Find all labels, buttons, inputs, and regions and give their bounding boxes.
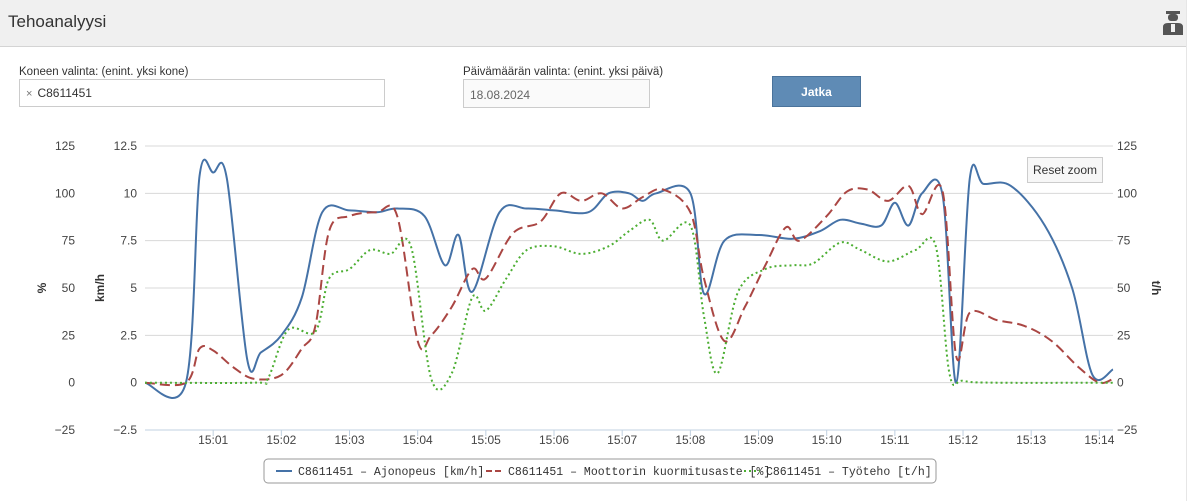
x-tick-label: 15:02: [266, 433, 296, 447]
legend-item-3: C8611451 – Työteho [t/h]: [766, 466, 932, 479]
y-axis-title-percent: %: [35, 282, 49, 293]
y-tick-speed: 10: [124, 186, 138, 200]
y-tick-percent: −25: [55, 423, 76, 437]
x-tick-label: 15:05: [471, 433, 501, 447]
y-tick-percent: 50: [62, 281, 76, 295]
x-tick-label: 15:13: [1016, 433, 1046, 447]
y-tick-power: 0: [1117, 376, 1124, 390]
x-tick-label: 15:07: [607, 433, 637, 447]
y-tick-power: 75: [1117, 234, 1131, 248]
continue-button[interactable]: Jatka: [772, 76, 861, 107]
x-tick-label: 15:14: [1084, 433, 1114, 447]
y-tick-speed: 7.5: [120, 234, 137, 248]
x-tick-label: 15:03: [334, 433, 364, 447]
x-tick-label: 15:11: [880, 433, 909, 447]
y-tick-percent: 125: [55, 139, 75, 153]
date-value: 18.08.2024: [470, 88, 531, 102]
reset-zoom-button[interactable]: Reset zoom: [1027, 157, 1103, 183]
y-tick-percent: 75: [62, 234, 76, 248]
x-tick-label: 15:04: [403, 433, 433, 447]
x-tick-label: 15:12: [948, 433, 978, 447]
x-tick-label: 15:01: [198, 433, 228, 447]
x-tick-label: 15:08: [675, 433, 705, 447]
y-axis-title-speed: km/h: [93, 274, 107, 302]
y-tick-power: 125: [1117, 139, 1137, 153]
series-line-1: [144, 158, 1114, 399]
y-tick-speed: 5: [130, 281, 137, 295]
machine-select[interactable]: × C8611451: [19, 79, 385, 107]
machine-tag: × C8611451: [26, 86, 92, 100]
y-tick-power: 100: [1117, 186, 1137, 200]
top-bar: Tehoanalyysi: [0, 0, 1200, 47]
y-tick-percent: 25: [62, 328, 76, 342]
remove-tag-icon[interactable]: ×: [26, 88, 33, 100]
y-tick-speed: 2.5: [120, 328, 137, 342]
x-tick-label: 15:09: [744, 433, 774, 447]
legend-item-1: C8611451 – Ajonopeus [km/h]: [298, 466, 484, 479]
legend-item-2: C8611451 – Moottorin kuormitusaste [%]: [508, 466, 770, 479]
series-line-2: [144, 183, 1114, 387]
date-label: Päivämäärän valinta: (enint. yksi päivä): [463, 66, 664, 78]
power-analysis-chart[interactable]: 125 12.5 125 100 10 100 75 7.5 75 50 5 50 25 2.5 25 0 0 0…: [18, 118, 1184, 498]
machine-tag-label: C8611451: [37, 86, 92, 100]
date-input[interactable]: 18.08.2024: [463, 79, 650, 108]
series-line-3: [144, 218, 1114, 391]
y-tick-percent: 100: [55, 186, 75, 200]
user-icon[interactable]: [1162, 10, 1184, 36]
y-tick-percent: 0: [68, 376, 75, 390]
y-tick-speed: 12.5: [114, 139, 138, 153]
y-tick-power: −25: [1117, 423, 1138, 437]
y-tick-power: 50: [1117, 281, 1131, 295]
y-tick-speed: −2.5: [113, 423, 137, 437]
page-title: Tehoanalyysi: [8, 12, 107, 31]
x-tick-label: 15:10: [812, 433, 842, 447]
y-tick-power: 25: [1117, 328, 1131, 342]
x-tick-label: 15:06: [539, 433, 569, 447]
y-tick-speed: 0: [130, 376, 137, 390]
legend-box: [263, 458, 937, 484]
page-scroll-edge: [1186, 0, 1200, 501]
machine-label: Koneen valinta: (enint. yksi kone): [19, 66, 189, 78]
y-axis-title-power: t/h: [1149, 281, 1163, 296]
